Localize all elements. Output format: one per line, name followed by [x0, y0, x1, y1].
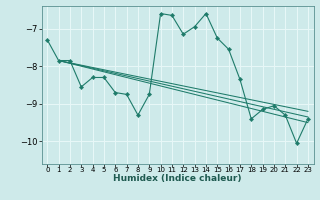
- X-axis label: Humidex (Indice chaleur): Humidex (Indice chaleur): [113, 174, 242, 183]
